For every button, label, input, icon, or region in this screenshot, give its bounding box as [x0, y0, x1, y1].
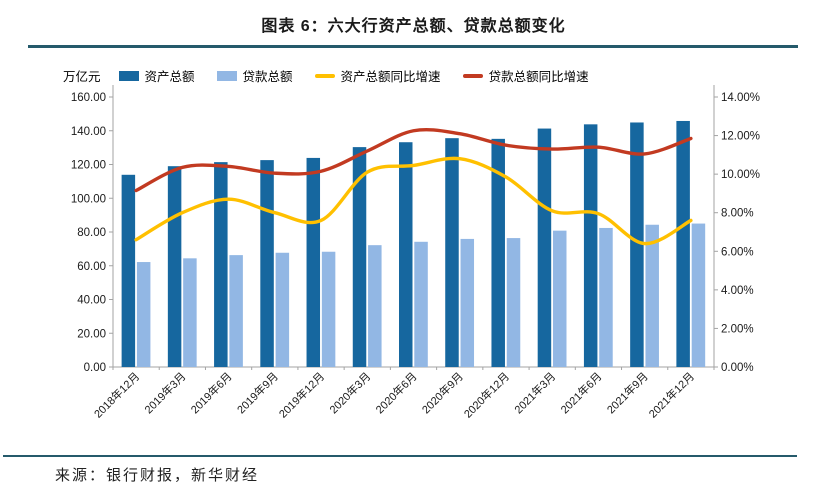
- right-axis-tick-label: 14.00%: [721, 92, 760, 104]
- chart-legend: 万亿元 资产总额 贷款总额 资产总额同比增速 贷款总额同比增速: [63, 66, 611, 85]
- left-axis-tick-label: 60.00: [77, 261, 106, 273]
- bar-loans-total: [460, 238, 475, 367]
- bar-loans-total: [183, 258, 197, 367]
- left-axis-tick-label: 100.00: [71, 193, 106, 205]
- x-axis-category-label: 2021年9月: [604, 369, 651, 416]
- right-axis-tick-label: 4.00%: [721, 285, 754, 297]
- right-axis-tick-label: 0.00%: [721, 362, 754, 374]
- left-axis-tick-label: 20.00: [77, 328, 106, 340]
- bar-assets-total: [630, 122, 644, 367]
- bar-assets-total: [167, 166, 182, 367]
- x-axis-category-label: 2020年9月: [419, 369, 466, 416]
- loans-growth-line-swatch-icon: [462, 73, 483, 78]
- right-axis-tick-label: 8.00%: [721, 208, 754, 220]
- right-axis-tick-label: 10.00%: [721, 169, 760, 181]
- left-axis-unit-label: 万亿元: [63, 70, 101, 84]
- left-axis-tick-label: 120.00: [71, 160, 106, 172]
- bar-assets-total: [445, 138, 459, 367]
- bar-loans-total: [321, 251, 336, 367]
- bar-assets-total: [583, 124, 598, 368]
- right-axis-tick-label: 6.00%: [721, 246, 754, 258]
- legend-label: 资产总额: [144, 70, 195, 84]
- legend-item-loans-total: 贷款总额: [216, 66, 293, 85]
- line-assets-growth: [134, 156, 693, 246]
- x-axis-category-label: 2020年12月: [461, 369, 512, 420]
- x-axis-category-label: 2020年3月: [326, 369, 373, 416]
- x-axis-category-label: 2018年12月: [91, 369, 142, 420]
- bar-loans-total: [275, 252, 290, 367]
- legend-item-loans-growth: 贷款总额同比增速: [462, 66, 589, 85]
- figure-title: 图表 6：六大行资产总额、贷款总额变化: [261, 18, 566, 35]
- legend-item-assets-growth: 资产总额同比增速: [314, 66, 441, 85]
- bar-assets-total: [352, 147, 367, 367]
- legend-label: 资产总额同比增速: [340, 70, 441, 84]
- bar-loans-total: [599, 227, 613, 367]
- x-axis-category-label: 2019年12月: [276, 369, 327, 420]
- bar-loans-total: [368, 245, 382, 367]
- bar-loans-total: [552, 230, 567, 367]
- x-axis-category-label: 2021年3月: [511, 369, 558, 416]
- left-axis-tick-label: 140.00: [71, 126, 106, 138]
- legend-item-assets-total: 资产总额: [118, 66, 195, 85]
- assets-growth-line-swatch-icon: [314, 73, 335, 78]
- legend-label: 贷款总额同比增速: [488, 70, 589, 84]
- bar-assets-total: [491, 138, 505, 367]
- bar-assets-total: [399, 142, 413, 367]
- bar-loans-total: [506, 238, 521, 367]
- bar-assets-total: [260, 160, 274, 367]
- x-axis-category-label: 2019年3月: [141, 369, 188, 416]
- x-axis-category-label: 2021年12月: [646, 369, 697, 420]
- bar-loans-total: [414, 241, 428, 367]
- bar-assets-total: [214, 162, 228, 367]
- x-axis-category-label: 2020年6月: [373, 369, 420, 416]
- bar-loans-total: [691, 223, 706, 367]
- loans-bar-swatch-icon: [216, 70, 237, 81]
- left-axis-tick-label: 160.00: [71, 92, 106, 104]
- footer-divider: [3, 455, 797, 457]
- bar-assets-total: [676, 120, 690, 368]
- right-axis-tick-label: 12.00%: [721, 131, 760, 143]
- source-note: 来源：银行财报，新华财经: [55, 468, 260, 484]
- left-axis-tick-label: 0.00: [84, 362, 106, 374]
- bar-assets-total: [306, 157, 321, 367]
- assets-bar-swatch-icon: [118, 70, 139, 81]
- title-divider: [28, 45, 798, 48]
- left-axis-tick-label: 40.00: [77, 295, 106, 307]
- bar-assets-total: [537, 128, 552, 367]
- x-axis-category-label: 2021年6月: [557, 369, 604, 416]
- legend-label: 贷款总额: [242, 70, 293, 84]
- x-axis-category-label: 2019年6月: [188, 369, 235, 416]
- bar-loans-total: [645, 224, 659, 367]
- bar-assets-total: [121, 174, 136, 367]
- right-axis-tick-label: 2.00%: [721, 323, 754, 335]
- left-axis-tick-label: 80.00: [77, 227, 106, 239]
- bar-loans-total: [229, 255, 243, 367]
- bar-loans-total: [136, 262, 151, 367]
- line-loans-growth: [134, 127, 693, 193]
- x-axis-category-label: 2019年9月: [234, 369, 281, 416]
